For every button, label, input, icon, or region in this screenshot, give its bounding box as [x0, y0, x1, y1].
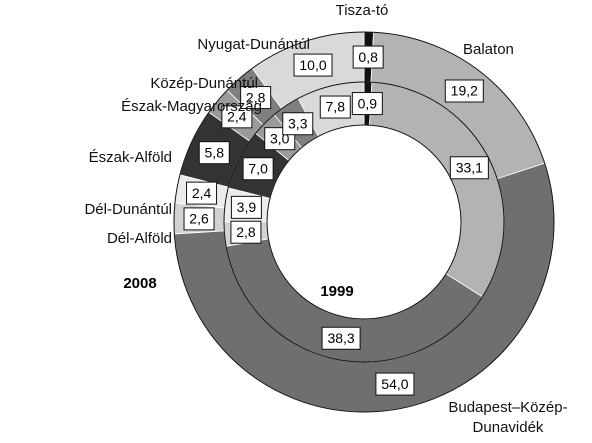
ring-outline: [266, 124, 462, 320]
value-label-box: [444, 79, 484, 103]
category-label: Tisza-tó: [335, 2, 389, 19]
value-label-box: [230, 195, 262, 219]
value-label: 2,8: [236, 224, 256, 240]
value-label-box: [183, 207, 215, 231]
value-label-box: [449, 156, 489, 180]
value-label-box: [293, 53, 333, 77]
ring-outline: [223, 81, 505, 363]
ring-outline: [173, 31, 555, 413]
value-label-box: [282, 112, 314, 136]
value-label-box: [321, 326, 361, 350]
value-label-box: [186, 181, 218, 205]
value-label: 3,3: [288, 115, 308, 131]
value-label: 10,0: [299, 57, 326, 73]
value-label-box: [240, 86, 272, 110]
series-label: 2008: [123, 275, 156, 292]
series-label: 1999: [320, 283, 353, 300]
value-label-box: [351, 92, 383, 116]
value-label: 38,3: [327, 330, 354, 346]
value-label-box: [230, 220, 262, 244]
value-label: 2,8: [246, 89, 266, 105]
value-label-box: [375, 372, 415, 396]
value-label: 33,1: [456, 159, 483, 175]
value-label-box: [221, 105, 253, 129]
category-label: Nyugat-Dunántúl: [197, 36, 310, 53]
category-label: Észak-Alföld: [88, 149, 172, 166]
category-label: Balaton: [463, 41, 514, 58]
value-label: 7,8: [326, 99, 346, 115]
value-label: 2,6: [189, 211, 209, 227]
value-label: 19,2: [451, 83, 478, 99]
value-label-box: [242, 157, 274, 181]
category-label: Budapest–Közép-Dunavidék: [448, 399, 568, 436]
category-label: Dél-Alföld: [106, 230, 172, 247]
value-label-box: [198, 141, 230, 165]
value-label: 3,9: [237, 199, 257, 215]
value-label: 54,0: [381, 376, 408, 392]
value-label: 5,8: [205, 144, 225, 160]
value-label-box: [352, 45, 384, 69]
category-label: Észak-Magyarország: [121, 98, 262, 115]
value-label: 2,4: [192, 185, 212, 201]
value-label-box: [319, 95, 351, 119]
value-label: 2,4: [227, 109, 247, 125]
category-label: Közép-Dunántúl: [150, 75, 258, 92]
value-label: 0,8: [358, 49, 378, 65]
category-label: Dél-Dunántúl: [84, 201, 172, 218]
value-label: 0,9: [358, 95, 378, 111]
value-label: 7,0: [248, 160, 268, 176]
